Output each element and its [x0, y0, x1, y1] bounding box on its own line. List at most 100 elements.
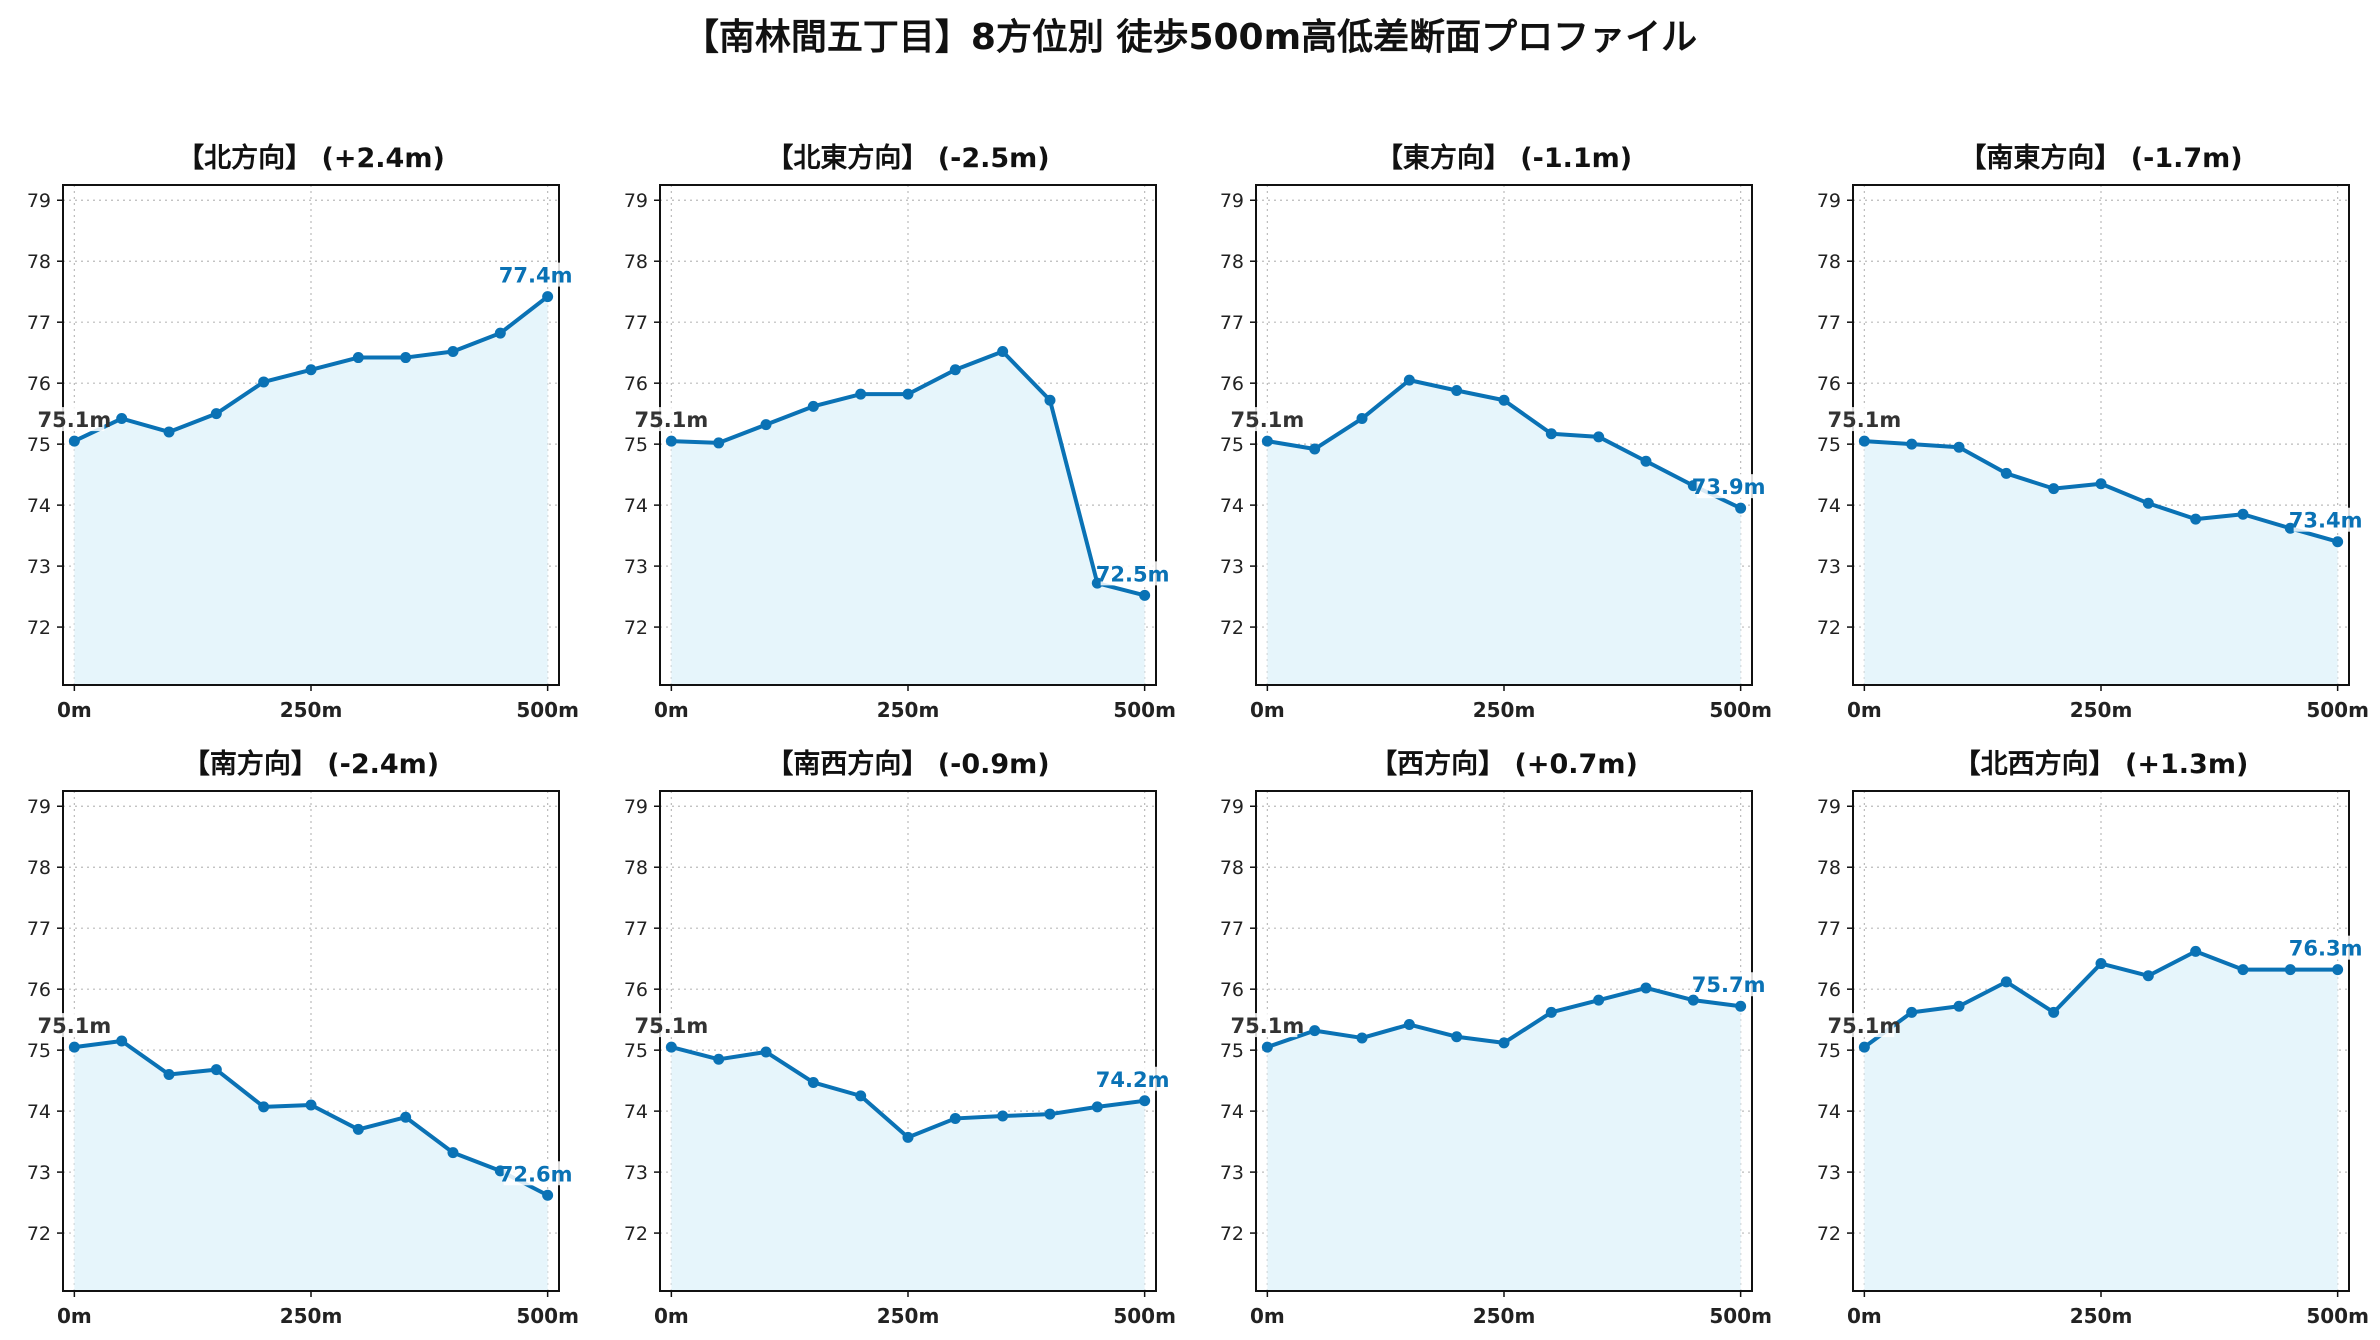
start-label-bg [1237, 1013, 1298, 1038]
ytick-label: 78 [27, 857, 51, 879]
xtick-label: 0m [1847, 698, 1882, 722]
data-point [163, 1069, 175, 1081]
ytick-label: 76 [1220, 373, 1244, 395]
start-value-label: 75.1m [1231, 408, 1305, 432]
data-point [902, 388, 914, 400]
data-point [447, 345, 459, 357]
data-point [713, 1053, 725, 1065]
ytick-label: 76 [27, 373, 51, 395]
xtick-label: 500m [1113, 698, 1176, 722]
data-point [760, 1046, 772, 1058]
data-point [1261, 435, 1273, 447]
data-point [2237, 964, 2249, 976]
start-value-label: 75.1m [1828, 1014, 1902, 1038]
xtick-label: 250m [2070, 698, 2133, 722]
data-point [807, 1076, 819, 1088]
ytick-label: 75 [1817, 434, 1841, 456]
data-point [258, 1101, 270, 1113]
data-point [1261, 1041, 1273, 1053]
data-point [1953, 1000, 1965, 1012]
data-point [68, 1041, 80, 1053]
start-value-label: 75.1m [635, 1014, 709, 1038]
data-point [1403, 1019, 1415, 1031]
data-point [665, 1041, 677, 1053]
subplot-4: 【南方向】 (-2.4m) 72 73 74 75 76 77 78 79 0m 250m 500m 7… [27, 748, 579, 1328]
data-point [807, 400, 819, 412]
data-point [2048, 1006, 2060, 1018]
ytick-label: 73 [27, 1162, 51, 1184]
ytick-label: 75 [27, 434, 51, 456]
ytick-label: 77 [1220, 312, 1244, 334]
data-point [665, 435, 677, 447]
xtick-label: 250m [877, 1304, 940, 1328]
ytick-label: 79 [1220, 796, 1244, 818]
xtick-label: 500m [516, 698, 579, 722]
ytick-label: 79 [27, 190, 51, 212]
data-point [400, 1111, 412, 1123]
area-fill [1864, 951, 2338, 1291]
subplot-title: 【南東方向】 (-1.7m) [1959, 142, 2242, 174]
data-point [949, 1112, 961, 1124]
data-point [2000, 976, 2012, 988]
ytick-label: 78 [1817, 251, 1841, 273]
data-point [1498, 394, 1510, 406]
data-point [760, 419, 772, 431]
data-point [116, 413, 128, 425]
data-point [1593, 994, 1605, 1006]
ytick-label: 74 [1817, 1101, 1841, 1123]
ytick-label: 78 [1220, 251, 1244, 273]
data-point [2284, 964, 2296, 976]
data-point [2000, 467, 2012, 479]
start-label-bg [1237, 407, 1298, 432]
start-label-bg [641, 407, 702, 432]
data-point [1687, 480, 1699, 492]
ytick-label: 76 [624, 373, 648, 395]
start-label-bg [44, 407, 105, 432]
subplot-title: 【南方向】 (-2.4m) [183, 748, 439, 780]
ytick-label: 73 [1220, 1162, 1244, 1184]
data-point [713, 437, 725, 449]
end-label-bg [1696, 474, 1761, 499]
ytick-label: 73 [624, 1162, 648, 1184]
data-point [2048, 483, 2060, 495]
ytick-label: 73 [1817, 1162, 1841, 1184]
data-point [1356, 413, 1368, 425]
data-point [1403, 374, 1415, 386]
ytick-label: 72 [1817, 1223, 1841, 1245]
end-value-label: 73.9m [1692, 475, 1766, 499]
data-point [542, 1189, 554, 1201]
end-label-bg [503, 1161, 568, 1186]
data-point [258, 376, 270, 388]
subplot-title: 【西方向】 (+0.7m) [1370, 748, 1638, 780]
end-label-bg [2293, 935, 2358, 960]
data-point [352, 352, 364, 364]
subplot-6: 【西方向】 (+0.7m) 72 73 74 75 76 77 78 79 0m 250m 500m 7… [1220, 748, 1772, 1328]
start-value-label: 75.1m [1828, 408, 1902, 432]
figure-title: 【南林間五丁目】8方位別 徒歩500m高低差断面プロファイル [682, 17, 1698, 58]
data-point [305, 1099, 317, 1111]
ytick-label: 75 [624, 434, 648, 456]
data-point [210, 1064, 222, 1076]
area-fill [671, 1047, 1145, 1291]
data-point [855, 388, 867, 400]
ytick-label: 76 [624, 979, 648, 1001]
end-value-label: 73.4m [2289, 509, 2363, 533]
data-point [210, 408, 222, 420]
xtick-label: 0m [1250, 1304, 1285, 1328]
start-label-bg [641, 1013, 702, 1038]
data-point [1906, 1006, 1918, 1018]
end-value-label: 72.6m [499, 1162, 573, 1186]
area-fill [671, 351, 1145, 685]
ytick-label: 77 [624, 918, 648, 940]
ytick-label: 78 [624, 857, 648, 879]
subplot-title: 【北方向】 (+2.4m) [177, 142, 445, 174]
xtick-label: 500m [1709, 698, 1772, 722]
data-point [1091, 577, 1103, 589]
xtick-label: 250m [280, 698, 343, 722]
data-point [494, 327, 506, 339]
data-point [2142, 497, 2154, 509]
xtick-label: 500m [1709, 1304, 1772, 1328]
data-point [1593, 431, 1605, 443]
ytick-label: 77 [624, 312, 648, 334]
ytick-label: 75 [1220, 1040, 1244, 1062]
